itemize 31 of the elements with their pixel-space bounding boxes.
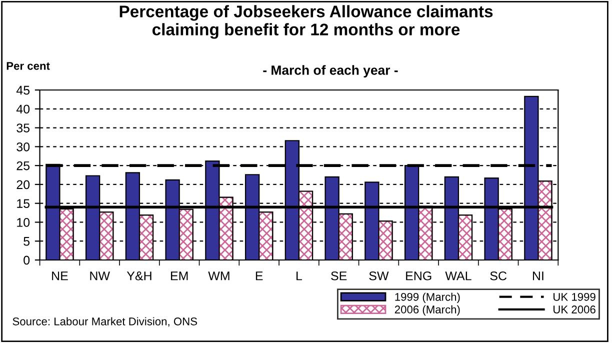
x-tick-label: L [296,272,302,280]
y-tick-label: 5 [24,237,30,246]
legend-label: 2006 (March) [394,305,460,316]
x-tick-label: EM [170,272,188,280]
x-tick-label: WAL [445,272,472,280]
y-tick-label: 15 [17,199,30,208]
y-axis-title: Per cent [6,62,50,70]
y-tick-label: 40 [16,104,30,114]
x-tick-label: WM [208,272,230,280]
y-tick-label: 30 [16,142,30,152]
x-tick-label: SW [369,271,389,280]
y-tick-label: 25 [16,161,30,170]
y-tick-label: 20 [16,180,30,190]
y-tick-label: 10 [17,218,30,227]
legend-label: UK 2006 [554,306,596,314]
y-tick-label: 45 [16,86,30,95]
x-tick-label: Y&H [126,272,152,280]
x-tick-label: SE [331,271,347,280]
y-tick-label: 35 [16,124,30,132]
legend-label: UK 1999 [554,292,596,301]
x-tick-label: E [256,272,263,280]
x-tick-label: ENG [406,271,432,280]
chart-title: Percentage of Jobseekers Allowance claimants claiming benefit for 12 months or more [120,5,493,39]
x-tick-label: SC [490,271,507,280]
y-tick-label: 0 [24,256,30,265]
x-tick-label: NW [90,272,110,280]
chart-subtitle: - March of each year - [263,65,398,78]
legend-label: 1999 (March) [395,292,460,304]
source-note: Source: Labour Market Division, ONS [12,317,197,327]
x-tick-label: NI [532,272,544,280]
x-tick-label: NE [52,272,68,280]
